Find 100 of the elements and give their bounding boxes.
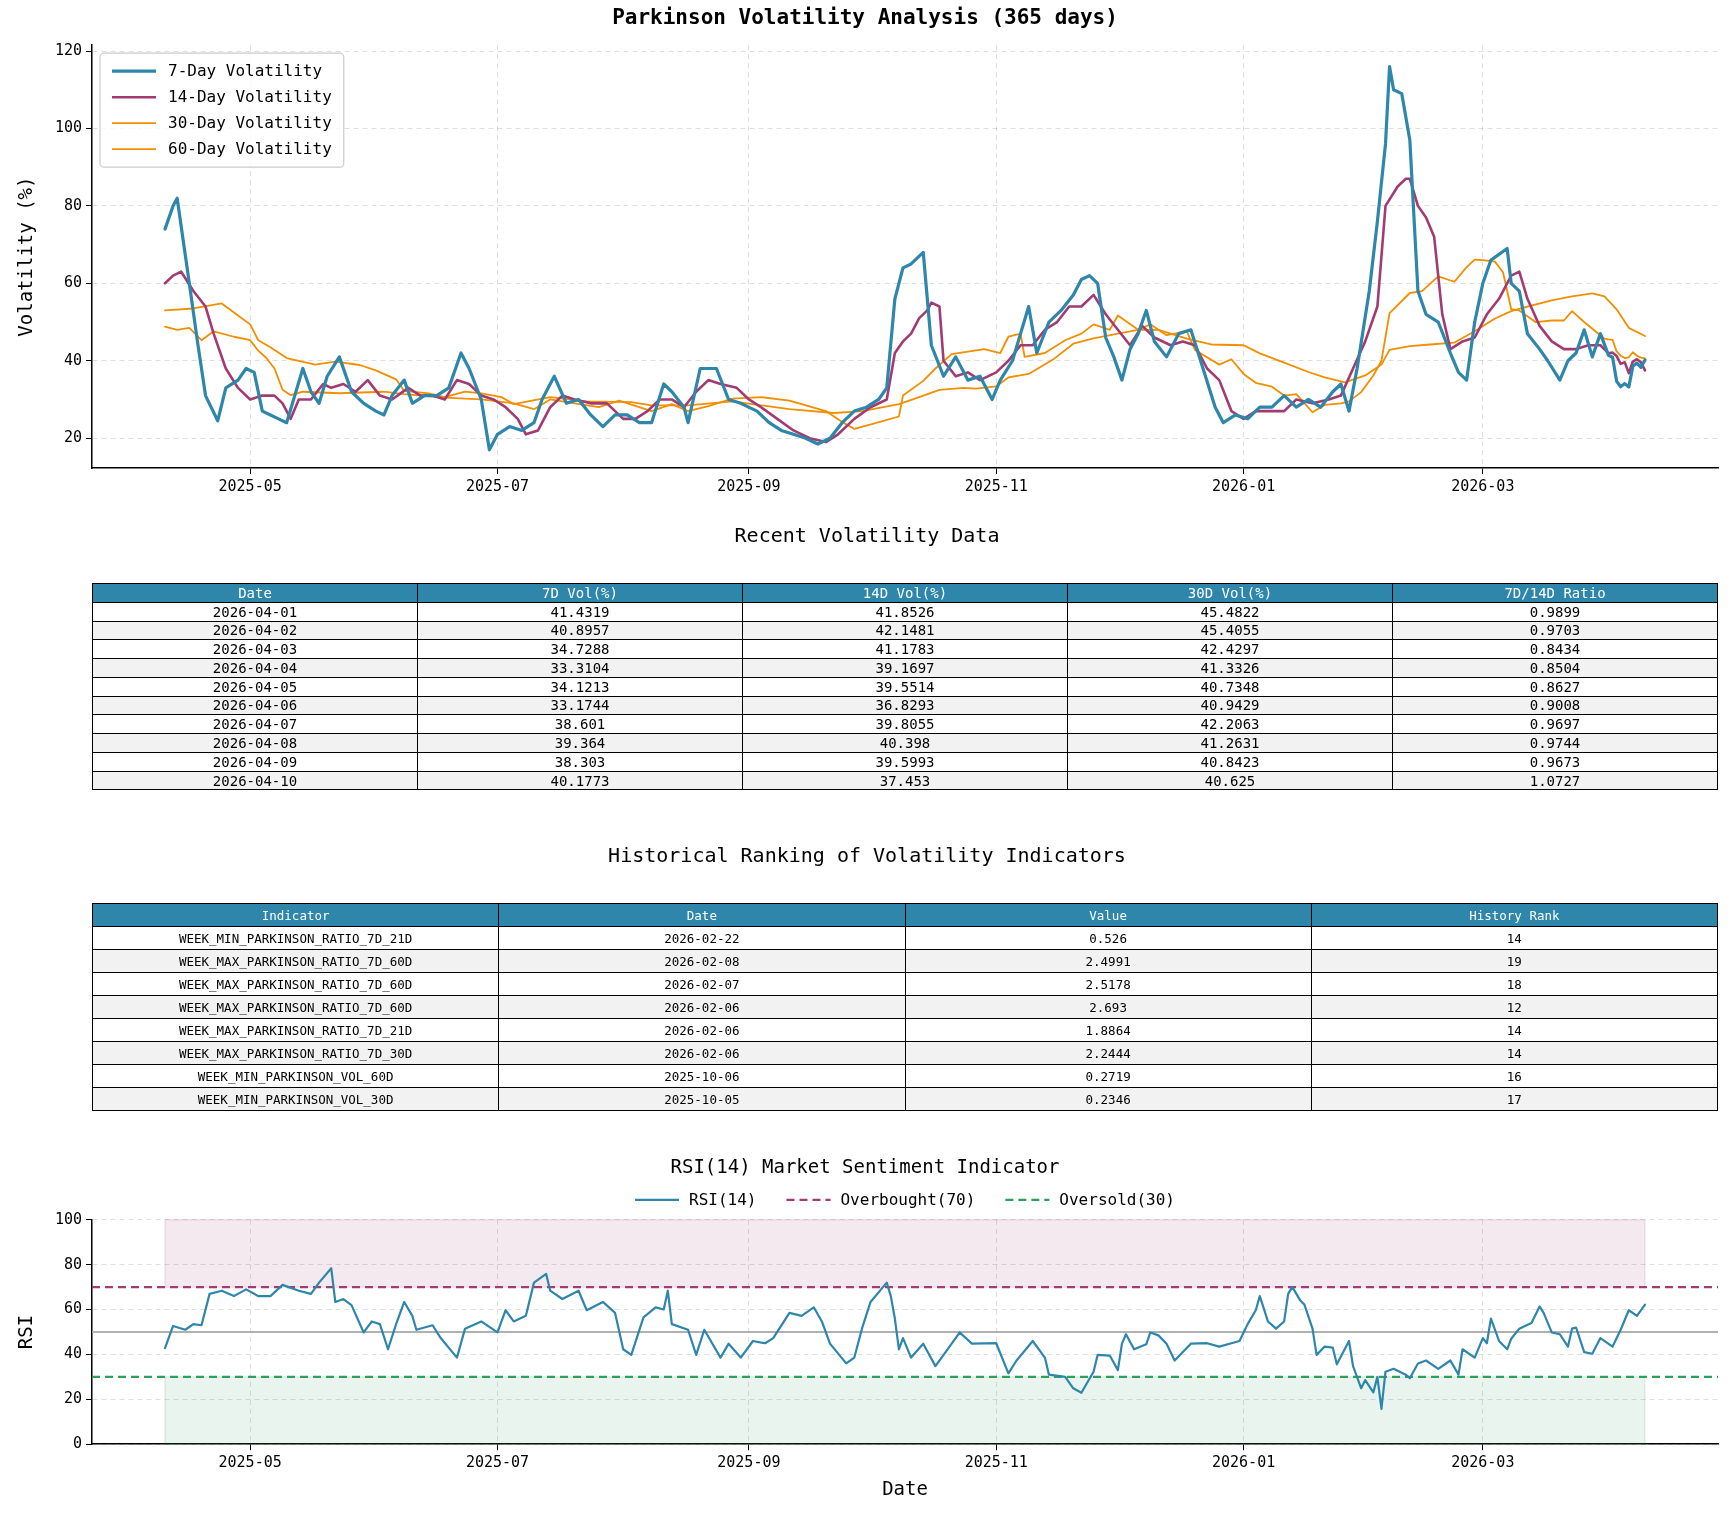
text: 0.2719: [1085, 1068, 1131, 1084]
text: 42.4297: [1200, 641, 1260, 658]
text: 37.453: [879, 772, 931, 789]
text: 38.303: [554, 753, 606, 770]
x-tick-label: 2025-05: [218, 1453, 282, 1472]
y-tick-label: 80: [63, 1254, 82, 1273]
text: 40.398: [879, 735, 931, 751]
text: 41.3326: [1200, 659, 1260, 676]
category-label: Date: [498, 903, 905, 927]
text: 12: [1506, 999, 1522, 1015]
x-tick-label: 2026-01: [1211, 476, 1276, 495]
y-tick-label: 60: [63, 273, 82, 292]
text: 2026-02-06: [664, 1022, 740, 1038]
y-tick-label: 40: [63, 1344, 82, 1363]
legend-label: 30-Day Volatility: [168, 113, 333, 133]
text: 42.2063: [1200, 716, 1260, 733]
text: 0.9008: [1529, 697, 1581, 714]
text: Recent Volatility Data: [733, 523, 1001, 547]
text: 0.8434: [1529, 641, 1581, 658]
text: 38.601: [554, 716, 606, 733]
text: WEEK_MIN_PARKINSON_VOL_30D: [197, 1091, 394, 1107]
text: 14: [1506, 1045, 1522, 1061]
text: 18: [1506, 976, 1522, 992]
text: WEEK_MAX_PARKINSON_RATIO_7D_21D: [178, 1022, 413, 1038]
text: 40.625: [1204, 772, 1256, 789]
text: 36.8293: [875, 697, 935, 714]
text: 0.9744: [1529, 735, 1581, 751]
legend-label: 60-Day Volatility: [168, 139, 333, 159]
y-tick-label: 80: [63, 195, 82, 214]
text: 39.5514: [875, 678, 935, 695]
text: 0.8627: [1529, 678, 1581, 695]
text: 0.9703: [1529, 622, 1581, 639]
text: 42.1481: [875, 622, 935, 639]
text: 14: [1506, 930, 1522, 946]
text: 2026-02-06: [664, 1045, 740, 1061]
text: 40.7348: [1200, 678, 1260, 695]
text: 39.5993: [875, 753, 935, 770]
text: 41.2631: [1200, 735, 1260, 751]
text: 40.1773: [550, 772, 610, 789]
text: 2026-02-22: [664, 930, 740, 946]
x-tick-label: 2025-11: [964, 1453, 1028, 1472]
text: 33.1744: [550, 697, 610, 714]
text: 0.9673: [1529, 753, 1581, 770]
x-axis-title: Date: [882, 1476, 928, 1499]
text: 1.8864: [1085, 1022, 1131, 1038]
text: 0.526: [1089, 930, 1127, 946]
legend-label: Overbought(70): [840, 1189, 976, 1209]
text: 1.0727: [1529, 772, 1581, 789]
text: 41.4319: [550, 603, 610, 620]
text: 39.1697: [875, 659, 935, 676]
x-tick-label: 2025-07: [465, 476, 530, 495]
y-axis-title: Volatility (%): [14, 176, 37, 337]
text: 33.3104: [550, 659, 610, 676]
chart-title: Parkinson Volatility Analysis (365 days): [612, 5, 1118, 30]
text: WEEK_MIN_PARKINSON_RATIO_7D_21D: [178, 930, 413, 946]
legend-label: 7-Day Volatility: [168, 61, 323, 81]
y-tick-label: 20: [63, 1389, 82, 1408]
y-tick-label: 20: [63, 428, 82, 447]
text: WEEK_MAX_PARKINSON_RATIO_7D_60D: [178, 999, 413, 1015]
text: 2025-10-05: [664, 1091, 740, 1107]
y-tick-label: 100: [54, 118, 82, 137]
text: 39.8055: [875, 716, 935, 733]
text: 2026-04-08: [212, 735, 298, 751]
x-tick-label: 2025-11: [964, 476, 1028, 495]
legend-label: RSI(14): [689, 1189, 757, 1209]
text: 2026-04-10: [212, 772, 298, 789]
text: 2026-04-06: [212, 697, 298, 714]
category-label: 14D Vol(%): [742, 583, 1068, 603]
text: WEEK_MAX_PARKINSON_RATIO_7D_60D: [178, 976, 413, 992]
x-tick-label: 2026-03: [1451, 476, 1515, 495]
text: 39.364: [554, 735, 606, 751]
legend-label: Oversold(30): [1059, 1189, 1175, 1209]
x-tick-label: 2026-01: [1211, 1453, 1276, 1472]
text: 2026-04-09: [212, 753, 298, 770]
text: 41.8526: [875, 603, 935, 620]
x-tick-label: 2025-09: [717, 1453, 781, 1472]
text: 0.9697: [1529, 716, 1581, 733]
x-tick-label: 2025-05: [218, 476, 282, 495]
text: 40.8957: [550, 622, 610, 639]
text: 14: [1506, 1022, 1522, 1038]
y-tick-label: 120: [54, 40, 82, 59]
text: 41.1783: [875, 641, 935, 658]
category-label: Date: [92, 583, 418, 603]
text: 0.8504: [1529, 659, 1581, 676]
text: 2.693: [1089, 999, 1127, 1015]
text: 45.4822: [1200, 603, 1260, 620]
legend-label: 14-Day Volatility: [168, 87, 333, 107]
text: WEEK_MAX_PARKINSON_RATIO_7D_60D: [178, 953, 413, 969]
text: 45.4055: [1200, 622, 1260, 639]
text: 2026-02-07: [664, 976, 740, 992]
text: 0.9899: [1529, 603, 1581, 620]
text: 2.2444: [1085, 1045, 1131, 1061]
category-label: 7D/14D Ratio: [1392, 583, 1718, 603]
text: 40.9429: [1200, 697, 1260, 714]
text: 2026-04-03: [212, 641, 298, 658]
category-label: Value: [905, 903, 1312, 927]
text: 2026-04-07: [212, 716, 298, 733]
text: 2026-02-08: [664, 953, 740, 969]
text: 16: [1506, 1068, 1522, 1084]
text: 34.1213: [550, 678, 610, 695]
